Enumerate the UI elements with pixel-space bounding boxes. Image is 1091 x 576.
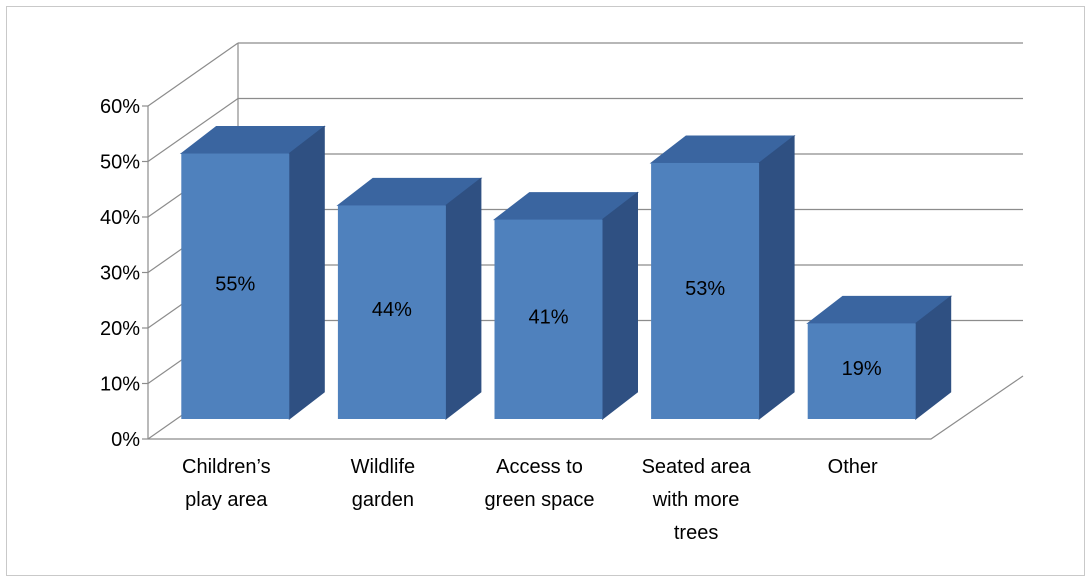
bar[interactable] <box>494 219 603 419</box>
bar[interactable] <box>651 162 760 419</box>
data-label: 55% <box>215 273 255 295</box>
bar[interactable] <box>807 323 916 419</box>
x-tick-label: with more <box>652 489 740 511</box>
bar-side <box>288 125 325 421</box>
x-tick-label: play area <box>185 489 268 511</box>
x-tick-label: trees <box>674 522 718 544</box>
gridline-diagonal <box>147 98 239 162</box>
x-tick-label: Children’s <box>182 456 271 478</box>
labels-layer: 0% 10% 20% 30% 40% 50% 60% 55% Children’s play ar… <box>100 96 882 544</box>
bar-side <box>758 134 795 421</box>
x-tick-label: Other <box>828 456 878 478</box>
x-tick-label: Seated area <box>642 456 752 478</box>
bars-layer <box>179 125 953 421</box>
bar[interactable] <box>337 205 446 419</box>
chart-frame: 0% 10% 20% 30% 40% 50% 60% 55% Children’s play ar… <box>6 6 1085 576</box>
data-label: 44% <box>372 299 412 321</box>
y-tick-label: 50% <box>100 152 140 174</box>
gridline-diagonal <box>147 42 239 107</box>
x-tick-label: Access to <box>496 456 583 478</box>
y-tick-label: 10% <box>100 374 140 396</box>
data-label: 41% <box>528 306 568 328</box>
y-tick-label: 40% <box>100 207 140 229</box>
x-tick-label: Wildlife <box>351 456 415 478</box>
x-tick-label: green space <box>484 489 594 511</box>
x-tick-label: garden <box>352 489 414 511</box>
y-tick-label: 30% <box>100 263 140 285</box>
y-tick-label: 20% <box>100 318 140 340</box>
bar[interactable] <box>181 153 290 419</box>
bar-side <box>445 177 482 421</box>
data-label: 19% <box>842 358 882 380</box>
data-label: 53% <box>685 278 725 300</box>
bar-side <box>602 191 638 421</box>
floor-edge <box>148 375 1024 440</box>
y-tick-label: 60% <box>100 96 140 118</box>
bar-chart: 0% 10% 20% 30% 40% 50% 60% 55% Children’s play ar… <box>100 42 1024 544</box>
y-tick-label: 0% <box>111 429 140 451</box>
